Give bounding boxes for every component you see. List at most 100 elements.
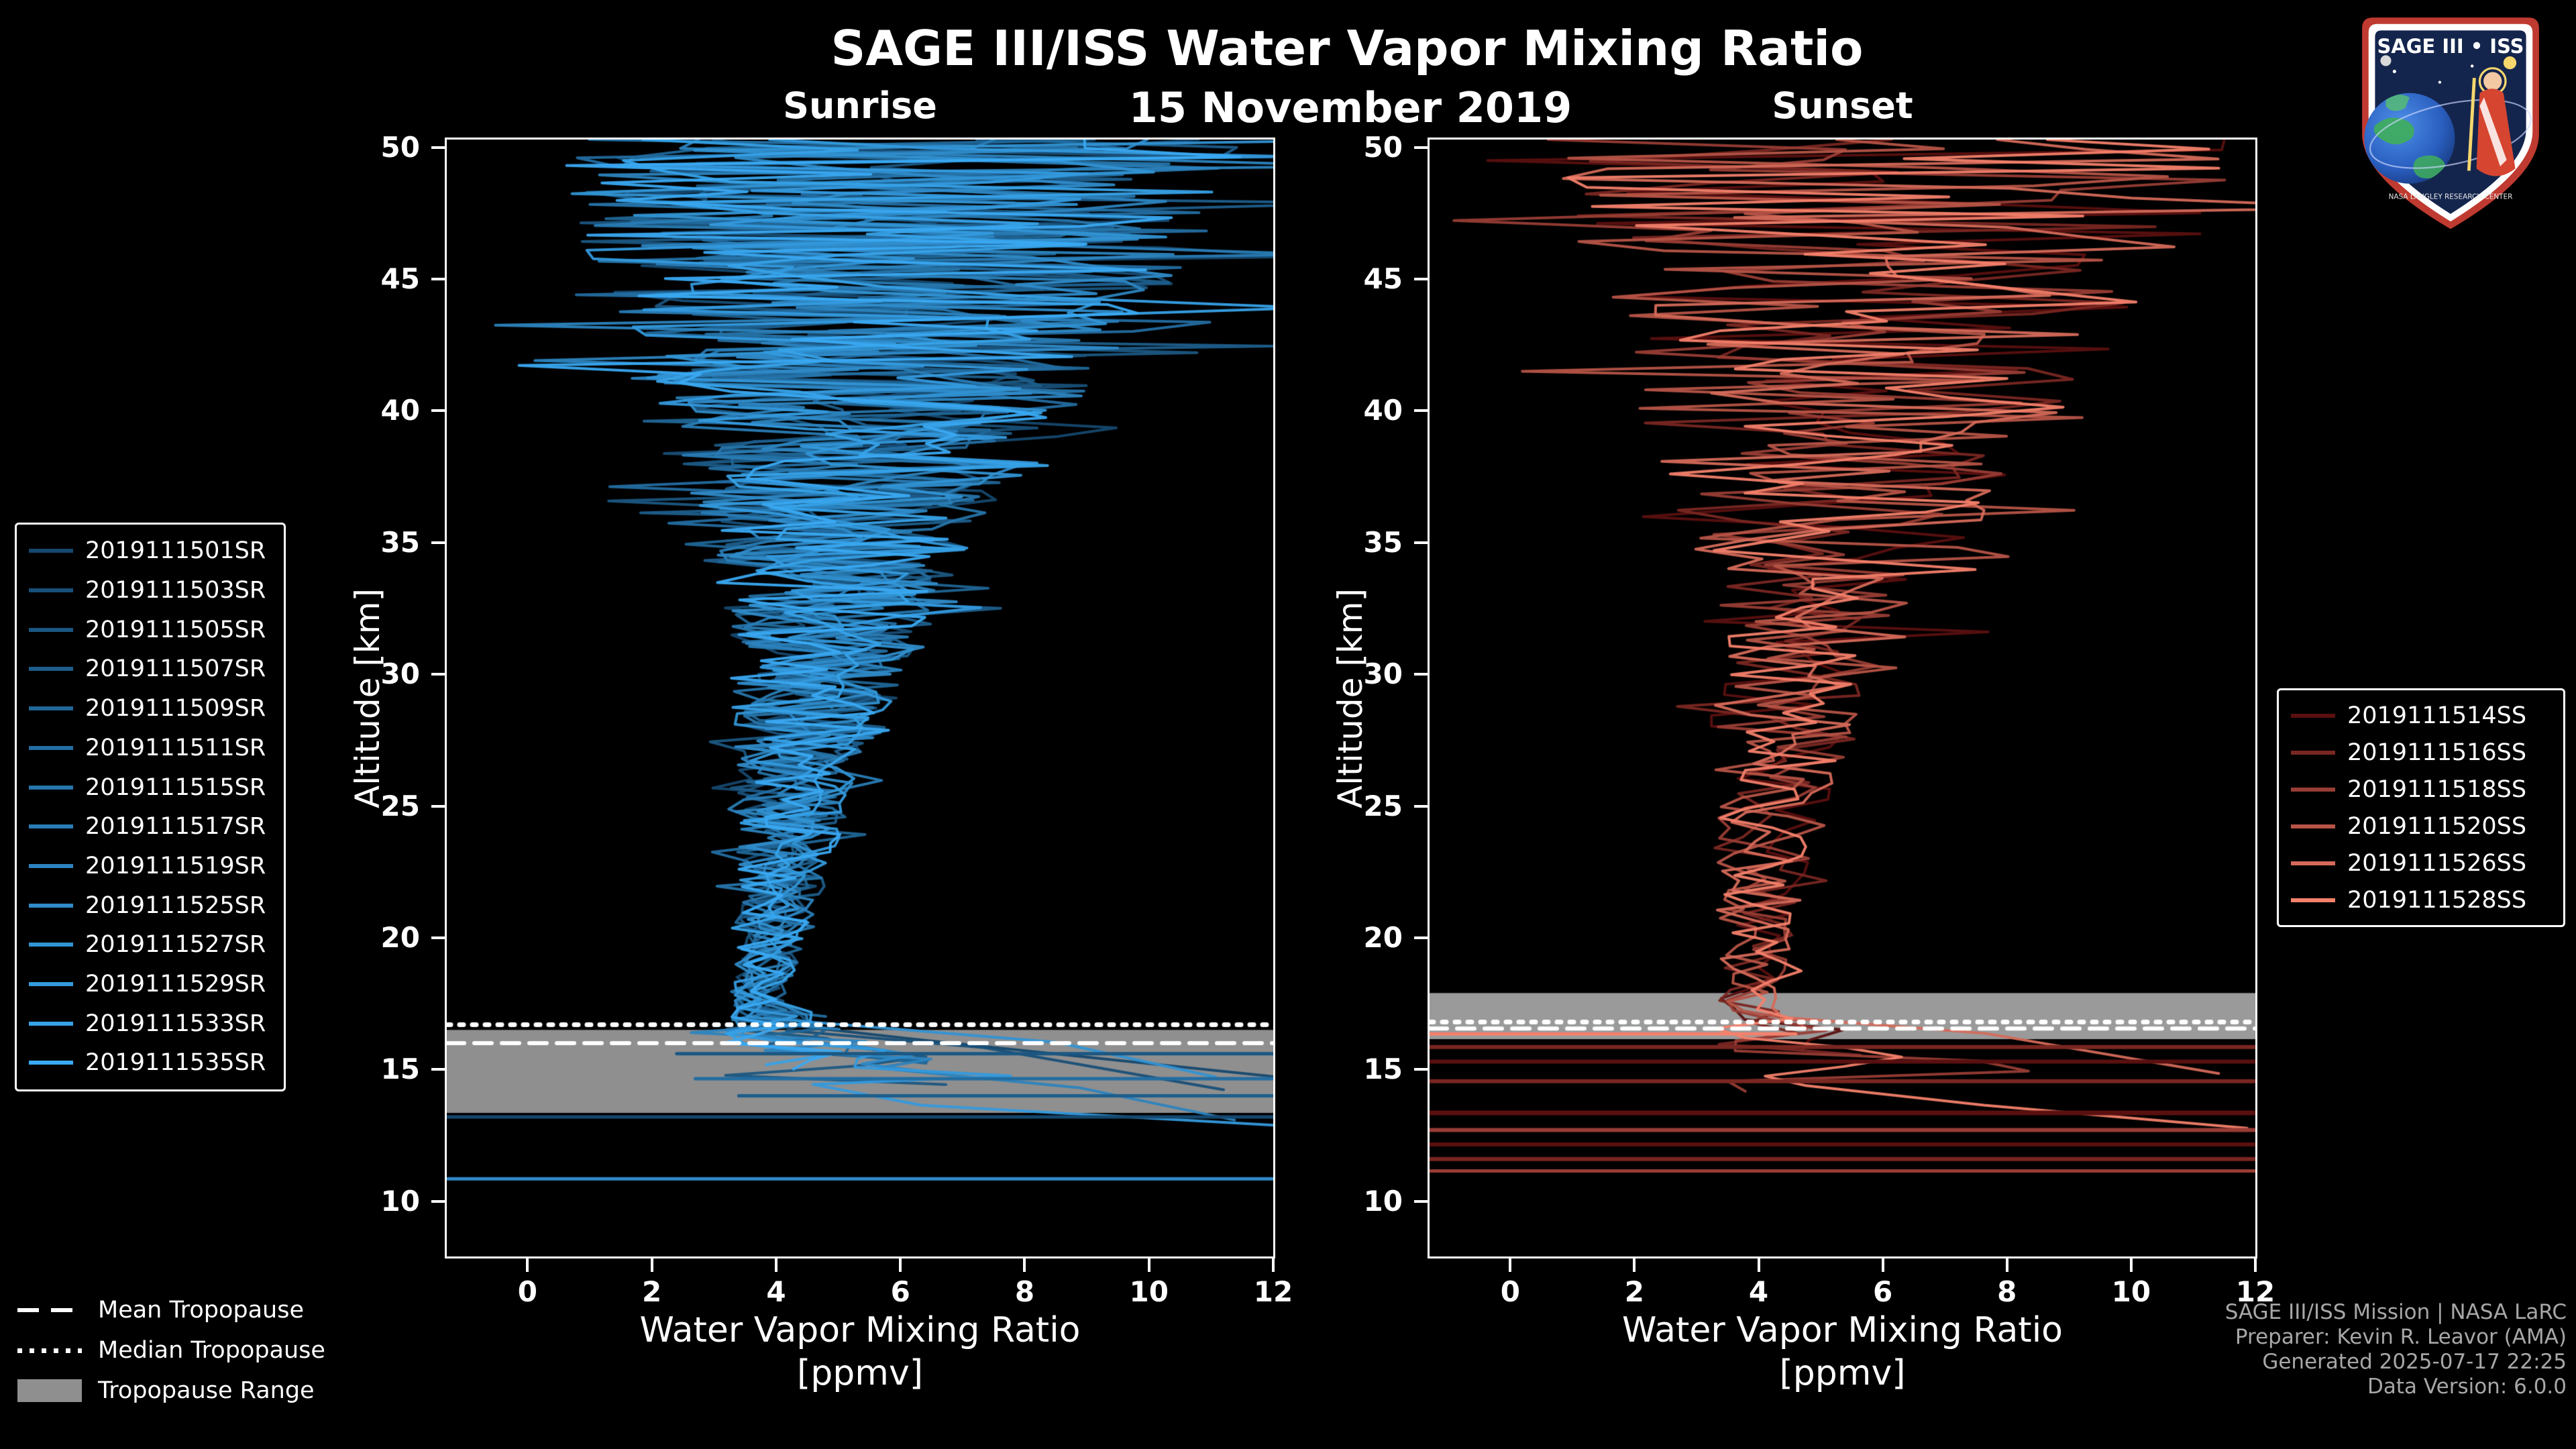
x-axis-label-line1: Water Vapor Mixing Ratio (639, 1310, 1081, 1350)
sunset-panel: Sunset Altitude [km] Water Vapor Mixing … (1331, 85, 2275, 1393)
legend-label: 2019111533SR (85, 1010, 266, 1037)
x-tick-label: 10 (1129, 1275, 1169, 1308)
y-tick-mark (1414, 409, 1428, 413)
legend-label: 2019111503SR (85, 577, 266, 604)
x-tick-mark (1272, 1258, 1275, 1272)
x-tick-mark (2129, 1258, 2133, 1272)
sunset-x-axis-label: Water Vapor Mixing Ratio [ppmv] (1430, 1309, 2255, 1395)
sunset-y-axis-label: Altitude [km] (1331, 588, 1370, 808)
x-tick-mark (1633, 1258, 1636, 1272)
x-tick-mark (2254, 1258, 2257, 1272)
y-tick-label: 45 (1363, 262, 1403, 296)
legend-swatch (29, 903, 73, 908)
legend-label: 2019111511SR (85, 734, 266, 761)
legend-label: 2019111515SR (85, 773, 266, 801)
sunrise-y-axis-label: Altitude [km] (348, 588, 387, 808)
x-tick-label: 0 (517, 1275, 538, 1308)
sunrise-panel: Sunrise Altitude [km] Water Vapor Mixing… (348, 85, 1293, 1393)
y-tick-mark (431, 1199, 445, 1203)
legend-swatch (2291, 824, 2335, 828)
legend-label: 2019111525SR (85, 892, 266, 919)
credits-line-version: Data Version: 6.0.0 (2367, 1375, 2567, 1399)
legend-item: 2019111505SR (29, 616, 272, 643)
y-tick-label: 10 (1363, 1184, 1403, 1218)
x-tick-mark (774, 1258, 777, 1272)
legend-item: 2019111509SR (29, 695, 272, 722)
x-tick-label: 8 (1014, 1275, 1035, 1308)
x-tick-mark (1757, 1258, 1760, 1272)
legend-item: 2019111520SS (2291, 813, 2551, 840)
y-tick-label: 30 (1363, 657, 1403, 691)
sunrise-plot-canvas (447, 140, 1273, 1256)
legend-label: 2019111518SS (2347, 775, 2527, 803)
legend-swatch (29, 706, 73, 711)
sunset-legend: 2019111514SS 2019111516SS 2019111518SS 2019… (2277, 688, 2565, 927)
y-tick-label: 25 (380, 789, 420, 822)
legend-swatch (29, 943, 73, 947)
x-tick-mark (1509, 1258, 1512, 1272)
legend-swatch (29, 745, 73, 750)
x-tick-mark (526, 1258, 529, 1272)
patch-title: SAGE III • ISS (2377, 35, 2524, 58)
legend-item: 2019111518SS (2291, 776, 2551, 803)
legend-swatch (29, 588, 73, 593)
legend-swatch (29, 1021, 73, 1026)
y-tick-label: 40 (380, 394, 420, 427)
y-tick-label: 30 (380, 657, 420, 691)
x-tick-mark (899, 1258, 902, 1272)
legend-swatch (29, 1061, 73, 1065)
y-tick-mark (431, 146, 445, 149)
legend-label: 2019111526SS (2347, 849, 2527, 877)
figure-title: SAGE III/ISS Water Vapor Mixing Ratio (830, 20, 1864, 76)
x-tick-label: 0 (1500, 1275, 1520, 1308)
y-tick-label: 15 (1363, 1053, 1403, 1086)
legend-item: 2019111517SR (29, 813, 272, 840)
patch-figure-sash (2479, 97, 2507, 167)
legend-item: 2019111535SR (29, 1049, 272, 1076)
x-tick-label: 4 (766, 1275, 786, 1308)
legend-item: 2019111507SR (29, 655, 272, 682)
legend-label: 2019111507SR (85, 655, 266, 683)
legend-label: 2019111527SR (85, 931, 266, 959)
y-tick-mark (1414, 541, 1428, 544)
median-tropopause-swatch (17, 1348, 82, 1353)
sunrise-x-axis-label: Water Vapor Mixing Ratio [ppmv] (447, 1309, 1273, 1395)
legend-item: 2019111528SS (2291, 887, 2551, 914)
legend-label: 2019111509SR (85, 695, 266, 722)
legend-swatch (29, 627, 73, 632)
x-axis-label-line2: [ppmv] (1779, 1353, 1906, 1393)
legend-item: 2019111526SS (2291, 850, 2551, 877)
y-tick-mark (1414, 1068, 1428, 1071)
x-tick-mark (1023, 1258, 1026, 1272)
legend-swatch (2291, 787, 2335, 792)
legend-item: 2019111515SR (29, 774, 272, 801)
y-tick-mark (1414, 936, 1428, 939)
x-tick-label: 12 (1253, 1275, 1293, 1308)
credits-line-preparer: Preparer: Kevin R. Leavor (AMA) (2235, 1325, 2567, 1349)
y-tick-label: 45 (380, 262, 420, 296)
legend-label: 2019111520SS (2347, 812, 2527, 840)
x-axis-label-line2: [ppmv] (796, 1353, 924, 1393)
y-tick-label: 25 (1363, 789, 1403, 822)
x-tick-label: 12 (2235, 1275, 2275, 1308)
legend-label: 2019111501SR (85, 537, 266, 565)
panel-title-sunset: Sunset (1772, 85, 1913, 127)
legend-swatch (2291, 750, 2335, 755)
patch-arc-text: NASA LANGLEY RESEARCH CENTER (2389, 193, 2513, 201)
tropopause-legend: Mean Tropopause Median Tropopause Tropop… (17, 1296, 325, 1405)
legend-swatch (29, 863, 73, 868)
legend-label: 2019111519SR (85, 852, 266, 879)
y-tick-mark (1414, 278, 1428, 281)
tropopause-legend-median: Median Tropopause (17, 1336, 325, 1364)
panel-title-sunrise: Sunrise (783, 85, 937, 127)
patch-sun (2503, 56, 2517, 70)
y-tick-mark (1414, 804, 1428, 808)
legend-item: 2019111519SR (29, 853, 272, 879)
y-tick-mark (431, 541, 445, 544)
y-tick-label: 40 (1363, 394, 1403, 427)
credits: SAGE III/ISS Mission | NASA LaRC Prepare… (2225, 1300, 2567, 1399)
legend-item: 2019111501SR (29, 537, 272, 564)
x-tick-label: 4 (1748, 1275, 1769, 1308)
legend-label: 2019111517SR (85, 813, 266, 841)
patch-moon (2380, 55, 2392, 66)
